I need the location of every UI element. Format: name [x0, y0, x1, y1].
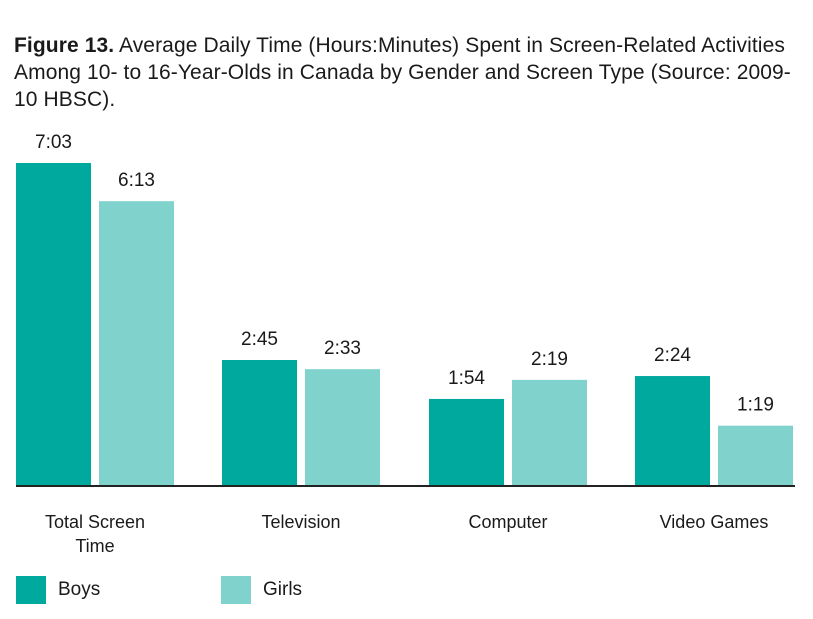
figure-caption: Average Daily Time (Hours:Minutes) Spent…: [14, 34, 791, 111]
category-label-video-games: Video Games: [660, 512, 769, 532]
legend-boys: Boys: [16, 576, 100, 604]
bar-boys-video-games: [635, 376, 710, 486]
bar-girls-total-screen-time: [99, 201, 174, 486]
data-label-girls-computer: 2:19: [531, 349, 568, 370]
legend-girls-label: Girls: [263, 579, 303, 600]
category-label-total-screen-time: Total Screen Time: [45, 512, 145, 556]
legend-boys-label: Boys: [58, 579, 101, 600]
data-label-boys-television: 2:45: [241, 329, 278, 350]
category-label-computer: Computer: [468, 512, 547, 532]
category-label-television: Television: [261, 512, 340, 532]
legend-girls-swatch: [221, 576, 251, 604]
chart-title: Figure 13. Average Daily Time (Hours:Min…: [14, 32, 804, 113]
data-label-boys-video-games: 2:24: [654, 345, 691, 366]
data-label-girls-total-screen-time: 6:13: [118, 170, 155, 191]
bar-boys-computer: [429, 398, 504, 486]
data-label-boys-computer: 1:54: [448, 368, 485, 389]
bar-girls-computer: [512, 379, 587, 486]
figure-number: Figure 13.: [14, 34, 115, 57]
legend-boys-swatch: [16, 576, 46, 604]
bar-boys-total-screen-time: [16, 163, 91, 486]
data-label-boys-total-screen-time: 7:03: [35, 132, 72, 153]
bar-girls-video-games: [718, 425, 793, 486]
data-label-girls-television: 2:33: [324, 338, 361, 359]
bar-girls-television: [305, 369, 380, 486]
bar-boys-television: [222, 360, 297, 486]
legend-girls: Girls: [221, 576, 302, 604]
data-label-girls-video-games: 1:19: [737, 395, 774, 416]
